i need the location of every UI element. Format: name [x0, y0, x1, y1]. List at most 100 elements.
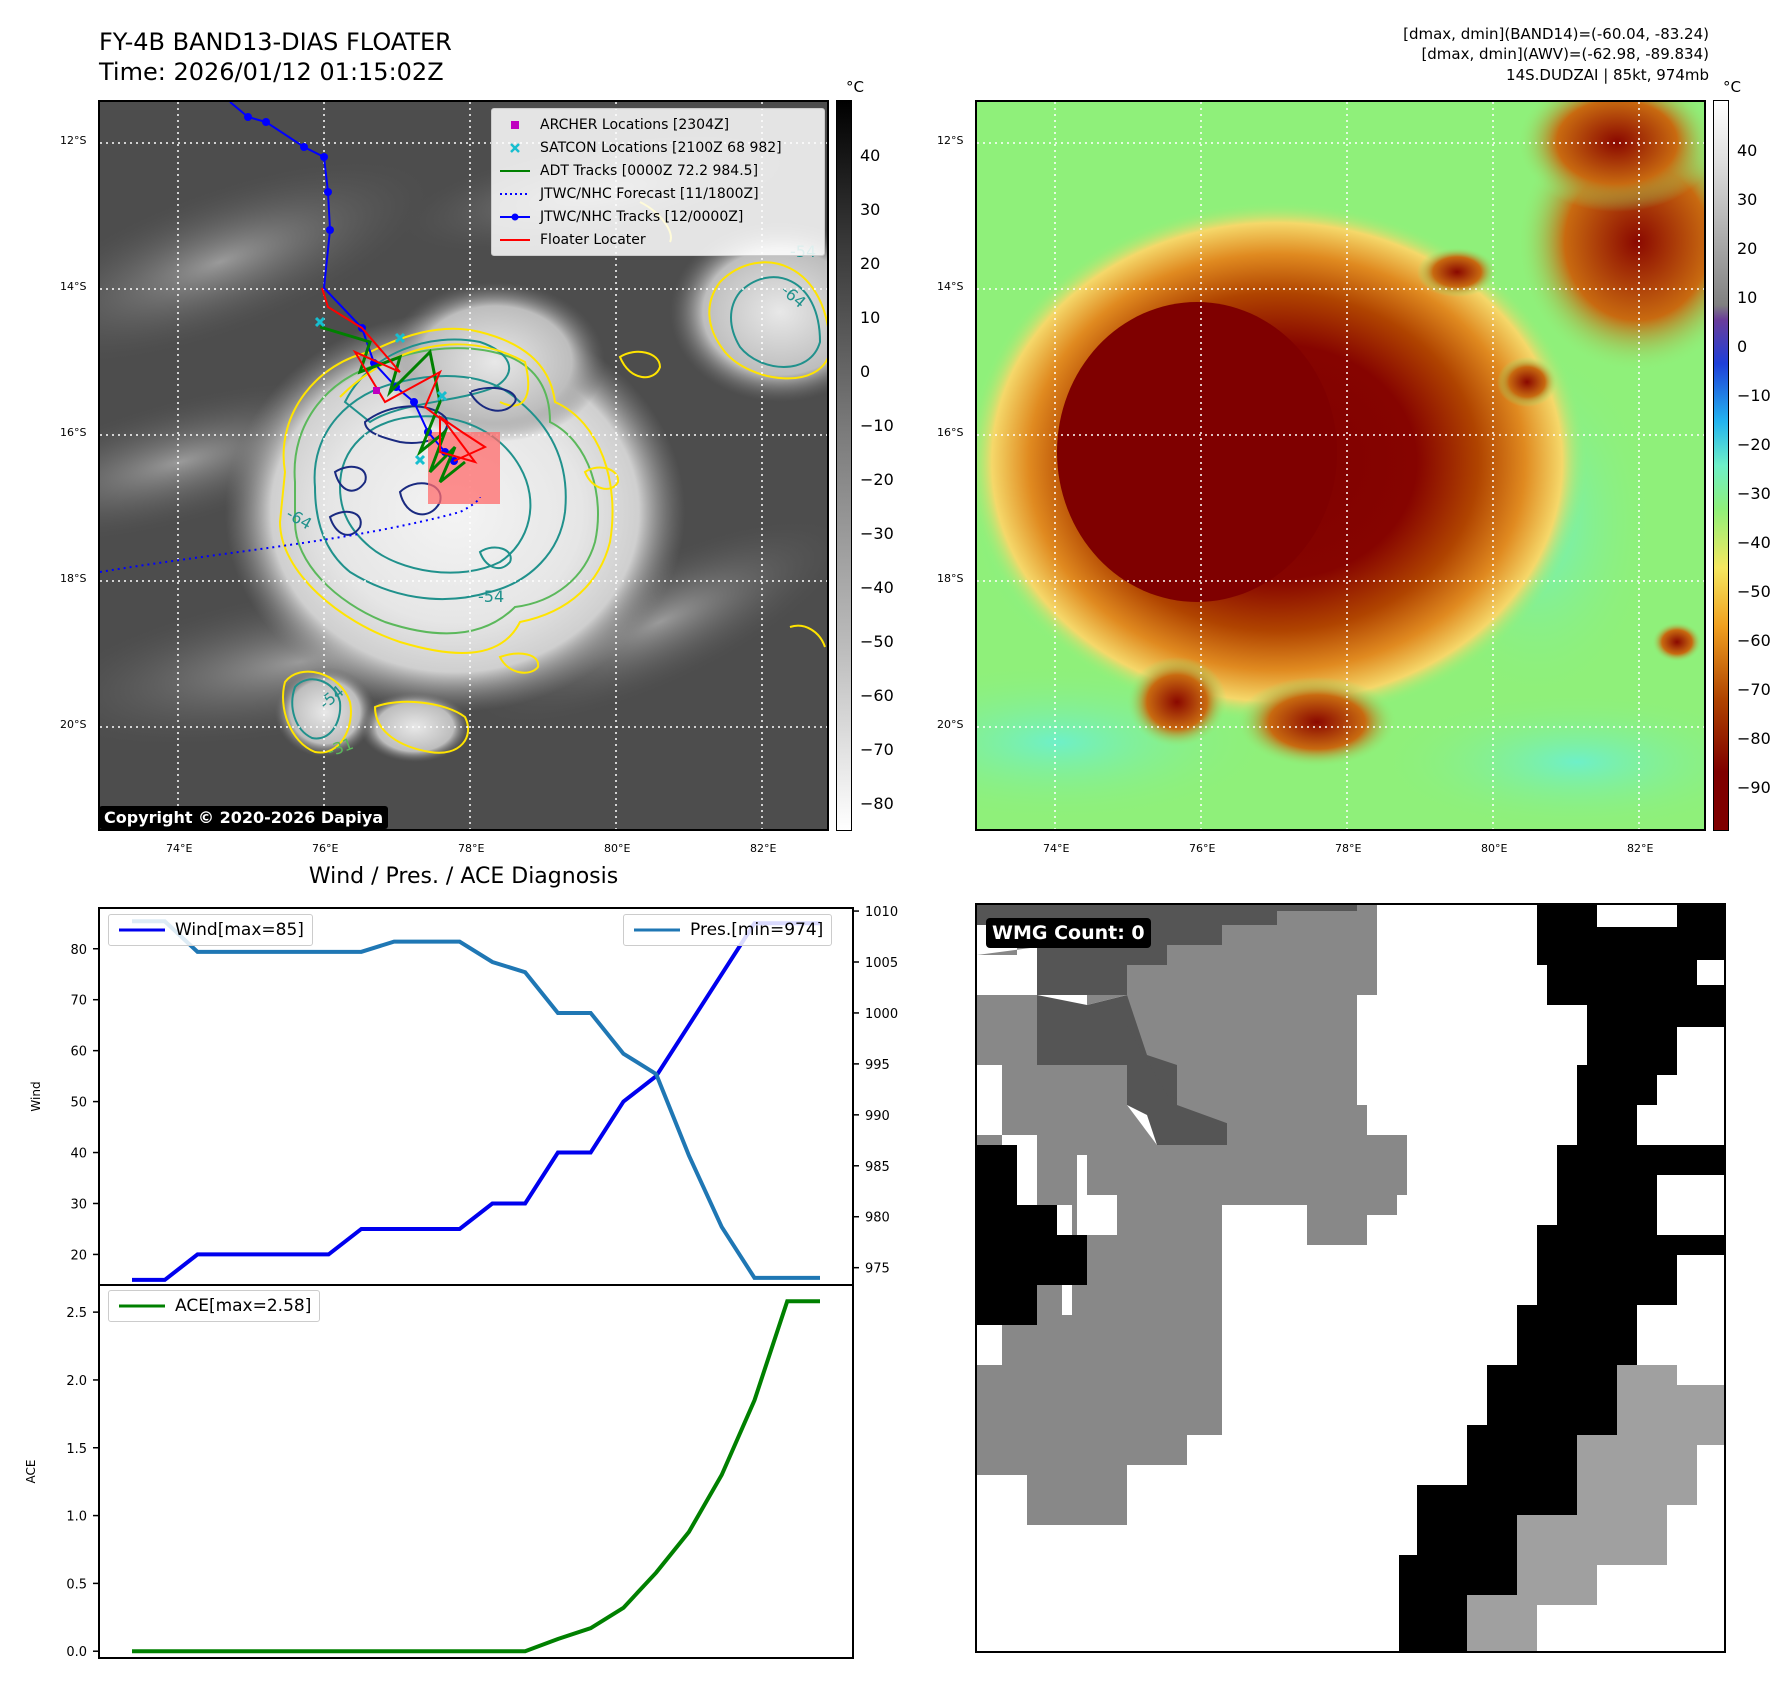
lon-label: 82°E — [1627, 842, 1654, 855]
pressure-tick-label: 1000 — [865, 1007, 898, 1022]
colorbar-tick-label: −70 — [1737, 680, 1771, 699]
colorbar-tick-label: 20 — [860, 254, 881, 273]
lon-label: 78°E — [1335, 842, 1362, 855]
ir-colorbar — [836, 100, 852, 831]
floater-locater-track — [321, 287, 488, 464]
legend-item-adt: ADT Tracks [0000Z 72.2 984.5] — [500, 162, 759, 179]
ace-legend: ACE[max=2.58] — [108, 1290, 321, 1322]
colorbar-tick-label: −20 — [860, 470, 894, 489]
info-storm-summary: 14S.DUDZAI | 85kt, 974mb — [1506, 66, 1709, 84]
wmg-count-badge: WMG Count: 0 — [986, 918, 1151, 948]
colorbar-tick-label: 20 — [1737, 239, 1758, 258]
awv-colorbar — [1713, 100, 1729, 831]
colorbar-tick-label: −40 — [1737, 533, 1771, 552]
lat-label: 12°S — [937, 134, 964, 147]
colorbar-tick-label: −90 — [1737, 778, 1771, 797]
lon-label: 82°E — [750, 842, 777, 855]
ace-frame — [98, 1284, 854, 1659]
lat-label: 14°S — [60, 280, 87, 293]
colorbar-tick-label: −30 — [1737, 484, 1771, 503]
lon-label: 74°E — [166, 842, 193, 855]
ir-colorbar-unit: °C — [846, 78, 864, 96]
wmg-panel — [975, 903, 1726, 1653]
legend-item-jtwc-tracks: JTWC/NHC Tracks [12/0000Z] — [498, 205, 818, 228]
lat-label: 14°S — [937, 280, 964, 293]
wind-tick-label: 50 — [70, 1096, 87, 1111]
colorbar-tick-label: −60 — [860, 686, 894, 705]
info-awv-range: [dmax, dmin](AWV)=(-62.98, -89.834) — [1421, 45, 1709, 63]
ir-imagery: -64 -54 -64 -54 -54 -31 — [100, 102, 827, 829]
colorbar-tick-label: 40 — [860, 146, 881, 165]
wind-tick-label: 80 — [70, 943, 87, 958]
lon-label: 76°E — [1189, 842, 1216, 855]
colorbar-tick-label: −70 — [860, 740, 894, 759]
lat-label: 18°S — [937, 572, 964, 585]
wind-tick-label: 70 — [70, 994, 87, 1009]
colorbar-tick-label: −50 — [1737, 582, 1771, 601]
legend-item-archer: ARCHER Locations [2304Z] — [498, 113, 818, 136]
awv-imagery — [977, 102, 1704, 829]
lat-label: 12°S — [60, 134, 87, 147]
colorbar-tick-label: 40 — [1737, 141, 1758, 160]
ace-series-line — [132, 1299, 820, 1654]
ace-axis-label: ACE — [24, 1460, 38, 1484]
colorbar-tick-label: −60 — [1737, 631, 1771, 650]
copyright-badge: Copyright © 2020-2026 Dapiya — [99, 806, 389, 829]
legend-item-satcon: SATCON Locations [2100Z 68 982] — [498, 136, 818, 159]
pressure-tick-label: 990 — [865, 1109, 890, 1124]
pressure-tick-label: 975 — [865, 1262, 890, 1277]
awv-map-panel — [975, 100, 1706, 831]
lat-label: 16°S — [60, 426, 87, 439]
legend-item-jtwc-forecast: JTWC/NHC Forecast [11/1800Z] — [500, 185, 759, 202]
wind-tick-label: 60 — [70, 1045, 87, 1060]
ace-tick-label: 2.0 — [66, 1374, 87, 1389]
lon-label: 80°E — [604, 842, 631, 855]
archer-marker — [373, 387, 380, 394]
pressure-tick-label: 1005 — [865, 956, 898, 971]
pressure-tick-label: 1010 — [865, 905, 898, 920]
wind-legend: Wind[max=85] — [108, 914, 313, 946]
colorbar-tick-label: 10 — [1737, 288, 1758, 307]
lon-label: 76°E — [312, 842, 339, 855]
colorbar-tick-label: 0 — [1737, 337, 1748, 356]
ace-tick-label: 0.5 — [66, 1577, 87, 1592]
colorbar-tick-label: −50 — [860, 632, 894, 651]
wind-axis-label: Wind — [29, 1081, 43, 1111]
wmg-imagery — [977, 905, 1724, 1651]
colorbar-tick-label: 10 — [860, 308, 881, 327]
contour-label: -54 — [478, 587, 504, 606]
diagnosis-title: Wind / Pres. / ACE Diagnosis — [308, 864, 619, 889]
pressure-legend: Pres.[min=974] — [623, 914, 833, 946]
figure-time: Time: 2026/01/12 01:15:02Z — [99, 58, 444, 86]
pressure-tick-label: 980 — [865, 1211, 890, 1226]
pressure-tick-label: 985 — [865, 1160, 890, 1175]
satcon-markers — [314, 316, 448, 466]
lon-label: 74°E — [1043, 842, 1070, 855]
colorbar-tick-label: 0 — [860, 362, 871, 381]
colorbar-tick-label: −10 — [860, 416, 894, 435]
ir-legend: ARCHER Locations [2304Z] SATCON Location… — [491, 108, 825, 256]
colorbar-tick-label: −10 — [1737, 386, 1771, 405]
wind-tick-label: 20 — [70, 1248, 87, 1263]
wind-tick-label: 40 — [70, 1147, 87, 1162]
info-band14-range: [dmax, dmin](BAND14)=(-60.04, -83.24) — [1403, 25, 1709, 43]
colorbar-tick-label: 30 — [1737, 190, 1758, 209]
adt-track — [319, 325, 466, 484]
awv-colorbar-unit: °C — [1723, 78, 1741, 96]
lon-label: 78°E — [458, 842, 485, 855]
lon-label: 80°E — [1481, 842, 1508, 855]
colorbar-tick-label: 30 — [860, 200, 881, 219]
lat-label: 16°S — [937, 426, 964, 439]
wind-tick-label: 30 — [70, 1197, 87, 1212]
colorbar-tick-label: −40 — [860, 578, 894, 597]
jtwc-best-track — [229, 102, 455, 462]
wind-pressure-frame — [98, 907, 854, 1286]
colorbar-tick-label: −30 — [860, 524, 894, 543]
lat-label: 20°S — [60, 718, 87, 731]
lat-label: 18°S — [60, 572, 87, 585]
ace-tick-label: 1.0 — [66, 1510, 87, 1525]
pressure-series-line — [132, 919, 820, 1280]
diagnosis-charts: 20 30 40 50 60 70 80 975 980 985 990 995 1000 1005 101… — [24, 905, 898, 1660]
ace-tick-label: 2.5 — [66, 1306, 87, 1321]
jtwc-forecast-track — [100, 496, 481, 573]
